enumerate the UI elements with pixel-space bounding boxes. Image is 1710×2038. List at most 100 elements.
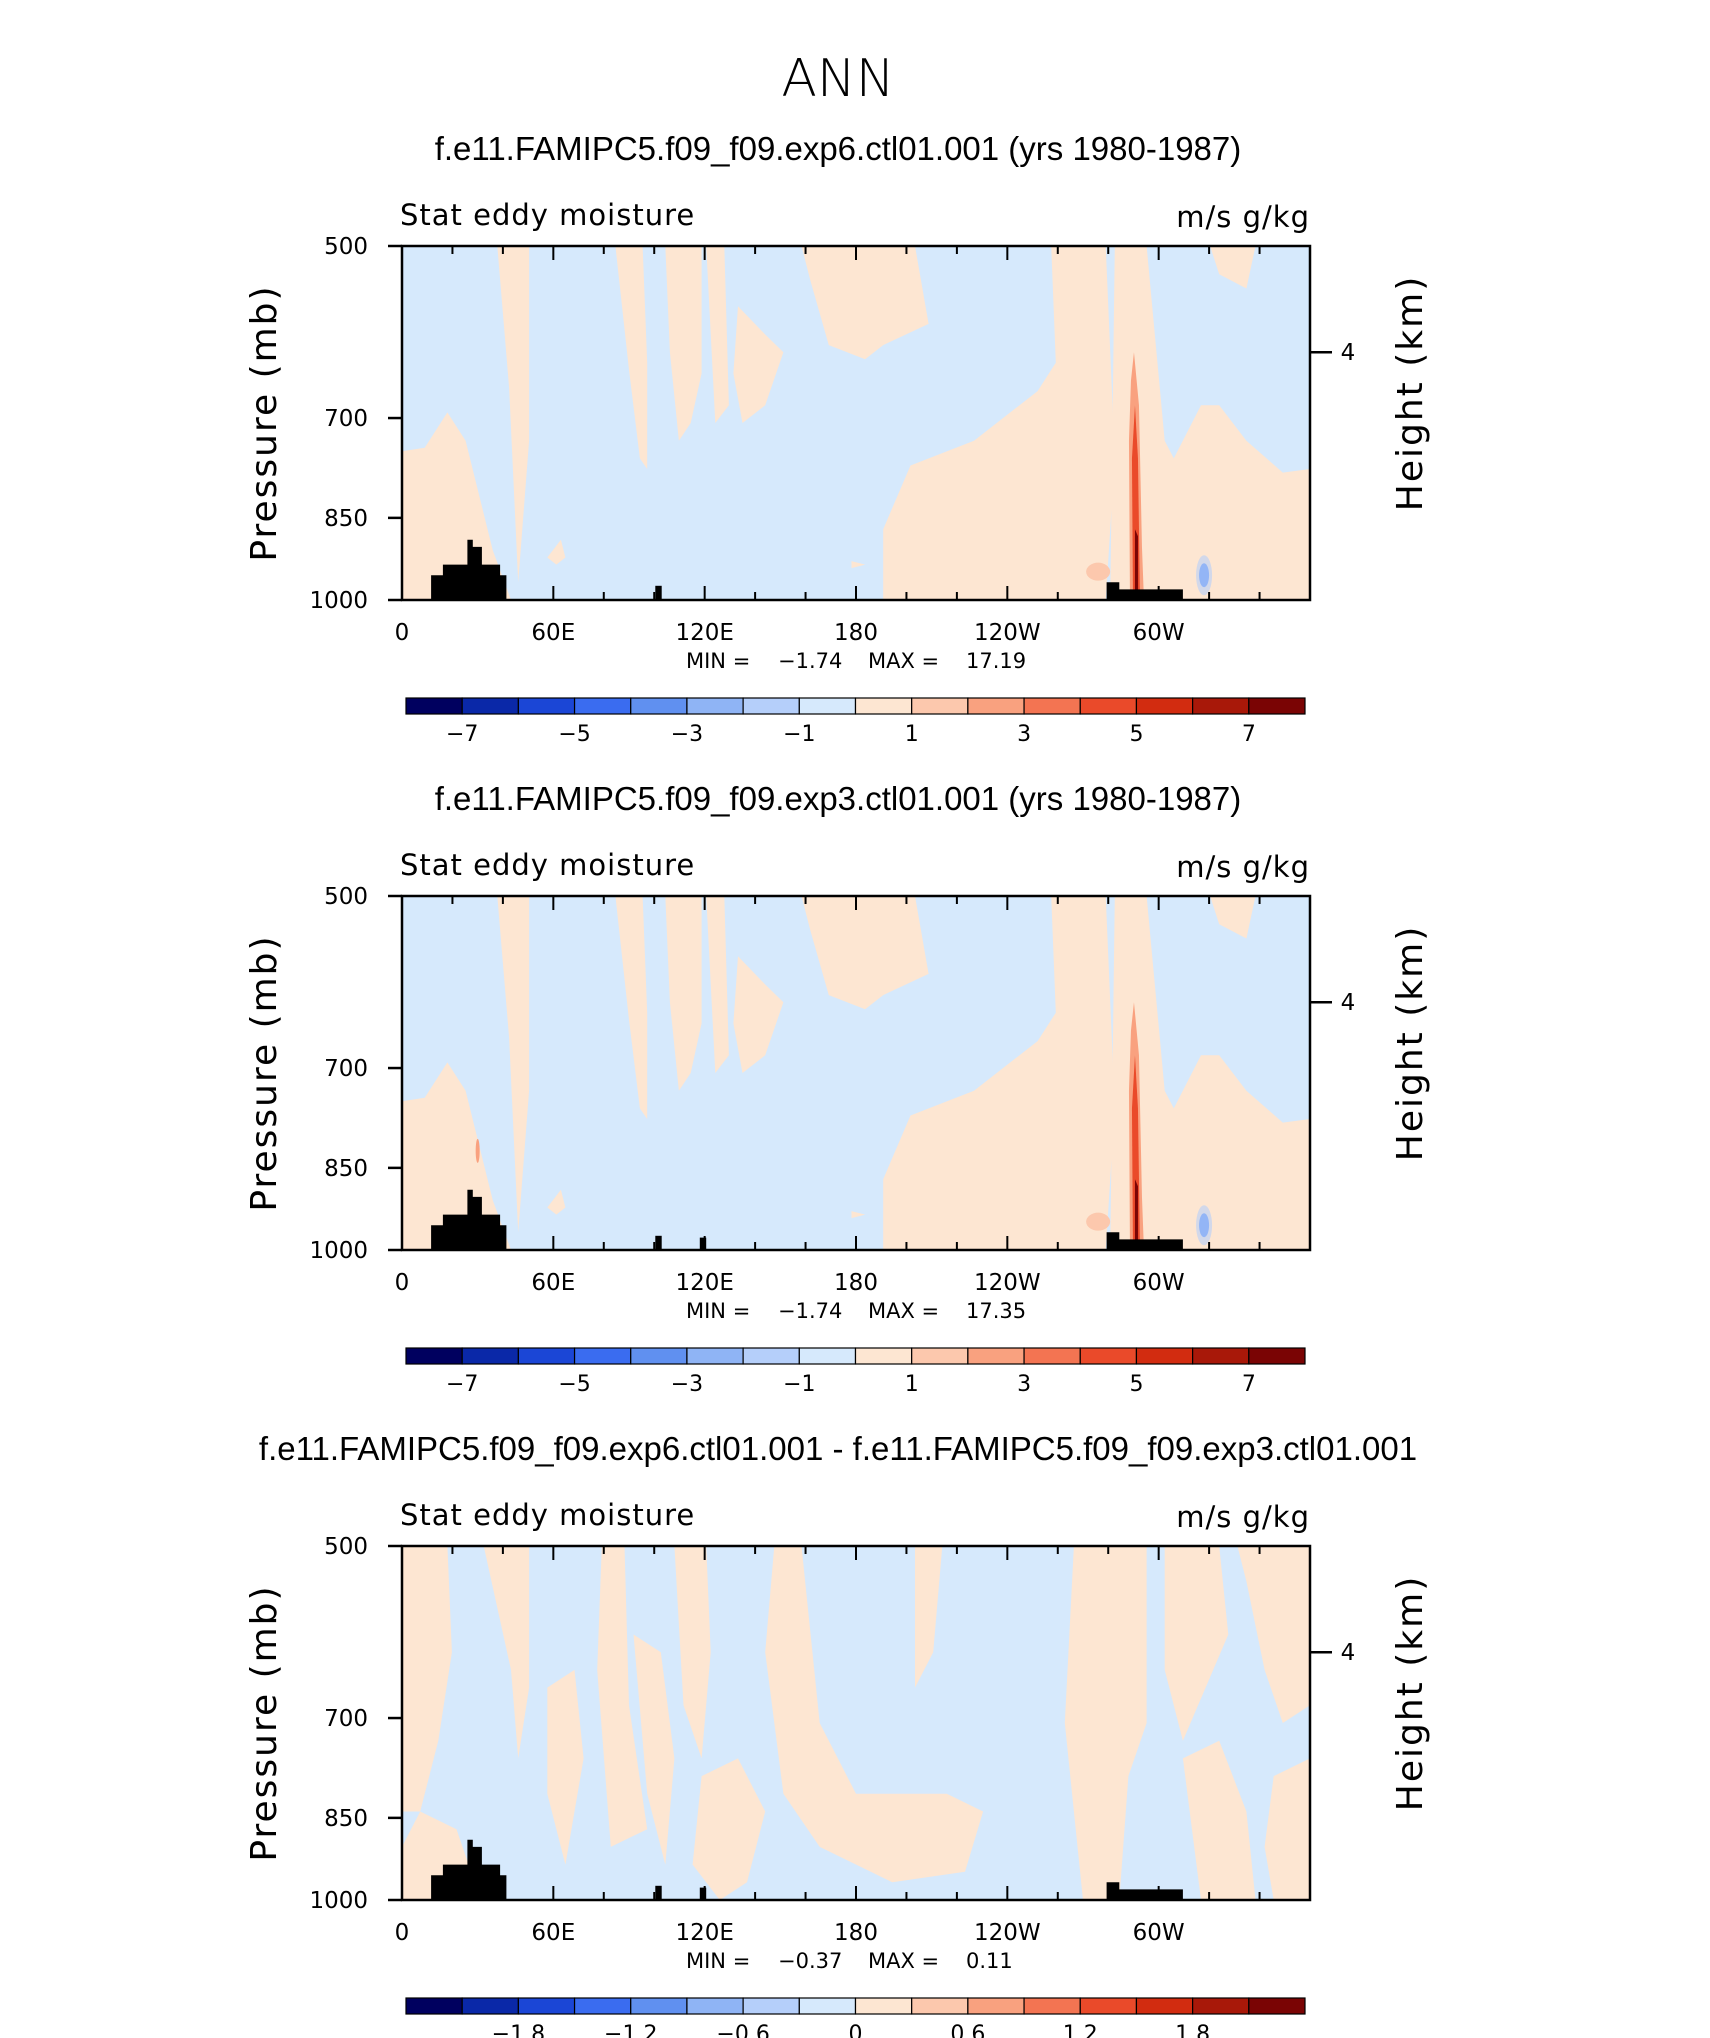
colorbar-swatch <box>798 1997 857 2015</box>
contour-region <box>733 956 784 1073</box>
contour-region <box>497 246 530 583</box>
colorbar-swatch <box>517 1997 576 2015</box>
max-label: MAX = <box>868 1299 939 1323</box>
colorbar-swatch <box>1248 1347 1306 1365</box>
colorbar-swatch <box>1135 1347 1194 1365</box>
chart-panel-3: f.e11.FAMIPC5.f09_f09.exp6.ctl01.001 - f… <box>244 1430 1431 2038</box>
contour-region <box>1196 1205 1213 1246</box>
contour-region <box>1264 1758 1310 1900</box>
colorbar-swatch <box>1023 1997 1081 2015</box>
colorbar-swatch <box>967 697 1025 715</box>
panel-title: f.e11.FAMIPC5.f09_f09.exp6.ctl01.001 - f… <box>259 1430 1417 1467</box>
contour-region <box>402 1546 452 1812</box>
colorbar-swatch <box>630 1997 688 2015</box>
colorbar-swatch <box>1135 1997 1194 2015</box>
max-value: 0.11 <box>966 1949 1013 1973</box>
y-axis-label: Pressure (mb) <box>244 1584 285 1861</box>
units-label: m/s g/kg <box>1176 850 1310 884</box>
max-label: MAX = <box>868 649 939 673</box>
contour-region <box>801 896 929 1010</box>
topography-mask <box>655 1885 662 1900</box>
contour-region <box>1196 555 1213 596</box>
colorbar-swatch <box>461 697 519 715</box>
figure-title: ANN <box>781 49 894 109</box>
contour-region <box>1086 562 1111 581</box>
colorbar-swatch <box>405 1997 463 2015</box>
x-tick-label: 60E <box>531 1270 575 1296</box>
colorbar-swatch <box>967 1997 1025 2015</box>
contour-region <box>483 1546 530 1759</box>
contour-region <box>1164 1546 1229 1741</box>
topography-mask <box>1106 1232 1183 1250</box>
contour-region <box>1300 571 1310 586</box>
contour-region <box>1064 1546 1147 1900</box>
left-label: Stat eddy moisture <box>400 198 695 232</box>
colorbar-swatch <box>1192 1347 1250 1365</box>
colorbar-swatch <box>686 1347 744 1365</box>
topography-mask <box>431 1839 507 1900</box>
contour-region <box>883 246 1115 600</box>
colorbar-swatch <box>405 1347 463 1365</box>
contour-region <box>665 246 702 441</box>
colorbar-swatch <box>573 1347 632 1365</box>
contour-region <box>402 412 511 600</box>
colorbar-swatch <box>573 1997 632 2015</box>
chart-panel-2: f.e11.FAMIPC5.f09_f09.exp3.ctl01.001 (yr… <box>244 780 1431 1397</box>
contour-region <box>801 246 929 360</box>
contour-region <box>1110 246 1310 600</box>
topography-mask <box>431 1189 507 1250</box>
colorbar-tick-label: −7 <box>446 722 478 747</box>
contour-region <box>597 1546 648 1847</box>
colorbar-tick-label: −3 <box>671 722 703 747</box>
colorbar-swatch <box>854 1347 913 1365</box>
colorbar-swatch <box>742 697 800 715</box>
contour-region <box>547 1669 584 1865</box>
contour-region <box>475 1138 480 1163</box>
x-tick-label: 120W <box>974 1270 1041 1296</box>
x-tick-label: 180 <box>834 1270 878 1296</box>
left-label: Stat eddy moisture <box>400 1498 695 1532</box>
colorbar-tick-label: 3 <box>1017 722 1031 747</box>
y-axis-label: Pressure (mb) <box>244 934 285 1211</box>
contour-region <box>851 561 866 569</box>
colorbar-swatch <box>854 1997 913 2015</box>
colorbar-tick-label: −1 <box>783 1372 815 1397</box>
colorbar-tick-label: 5 <box>1129 722 1143 747</box>
y-tick-label: 700 <box>324 1706 368 1732</box>
left-label: Stat eddy moisture <box>400 848 695 882</box>
colorbar-swatch <box>967 1347 1025 1365</box>
units-label: m/s g/kg <box>1176 200 1310 234</box>
colorbar-swatch <box>911 1347 969 1365</box>
min-value: −1.74 <box>778 1299 842 1323</box>
x-tick-label: 180 <box>834 1920 878 1946</box>
units-label: m/s g/kg <box>1176 1500 1310 1534</box>
max-label: MAX = <box>868 1949 939 1973</box>
contour-region <box>615 896 648 1119</box>
x-tick-label: 60W <box>1133 1920 1185 1946</box>
x-tick-label: 0 <box>395 1270 410 1296</box>
chart-panel-1: f.e11.FAMIPC5.f09_f09.exp6.ctl01.001 (yr… <box>244 130 1431 747</box>
min-value: −0.37 <box>778 1949 842 1973</box>
x-tick-label: 60W <box>1133 1270 1185 1296</box>
contour-region <box>733 306 784 423</box>
max-value: 17.19 <box>966 649 1026 673</box>
x-tick-label: 120W <box>974 1920 1041 1946</box>
y-tick-label: 500 <box>324 1534 368 1560</box>
contour-region <box>547 539 566 565</box>
colorbar: −7 −5 −3 −1 1 3 5 7 <box>405 697 1306 747</box>
contour-region <box>692 1758 766 1900</box>
colorbar-tick-label: 1 <box>905 1372 919 1397</box>
colorbar-swatch <box>461 1997 519 2015</box>
contour-region <box>706 246 729 423</box>
colorbar-swatch <box>1079 1347 1138 1365</box>
contour-region <box>765 1546 984 1883</box>
x-tick-label: 120E <box>675 1270 733 1296</box>
colorbar-tick-label: 3 <box>1017 1372 1031 1397</box>
contour-region <box>883 896 1115 1250</box>
contour-region <box>633 1634 675 1865</box>
panel-title: f.e11.FAMIPC5.f09_f09.exp3.ctl01.001 (yr… <box>435 780 1242 817</box>
contour-region <box>915 1546 943 1688</box>
contour-region <box>1210 896 1256 939</box>
colorbar-swatch <box>742 1997 800 2015</box>
